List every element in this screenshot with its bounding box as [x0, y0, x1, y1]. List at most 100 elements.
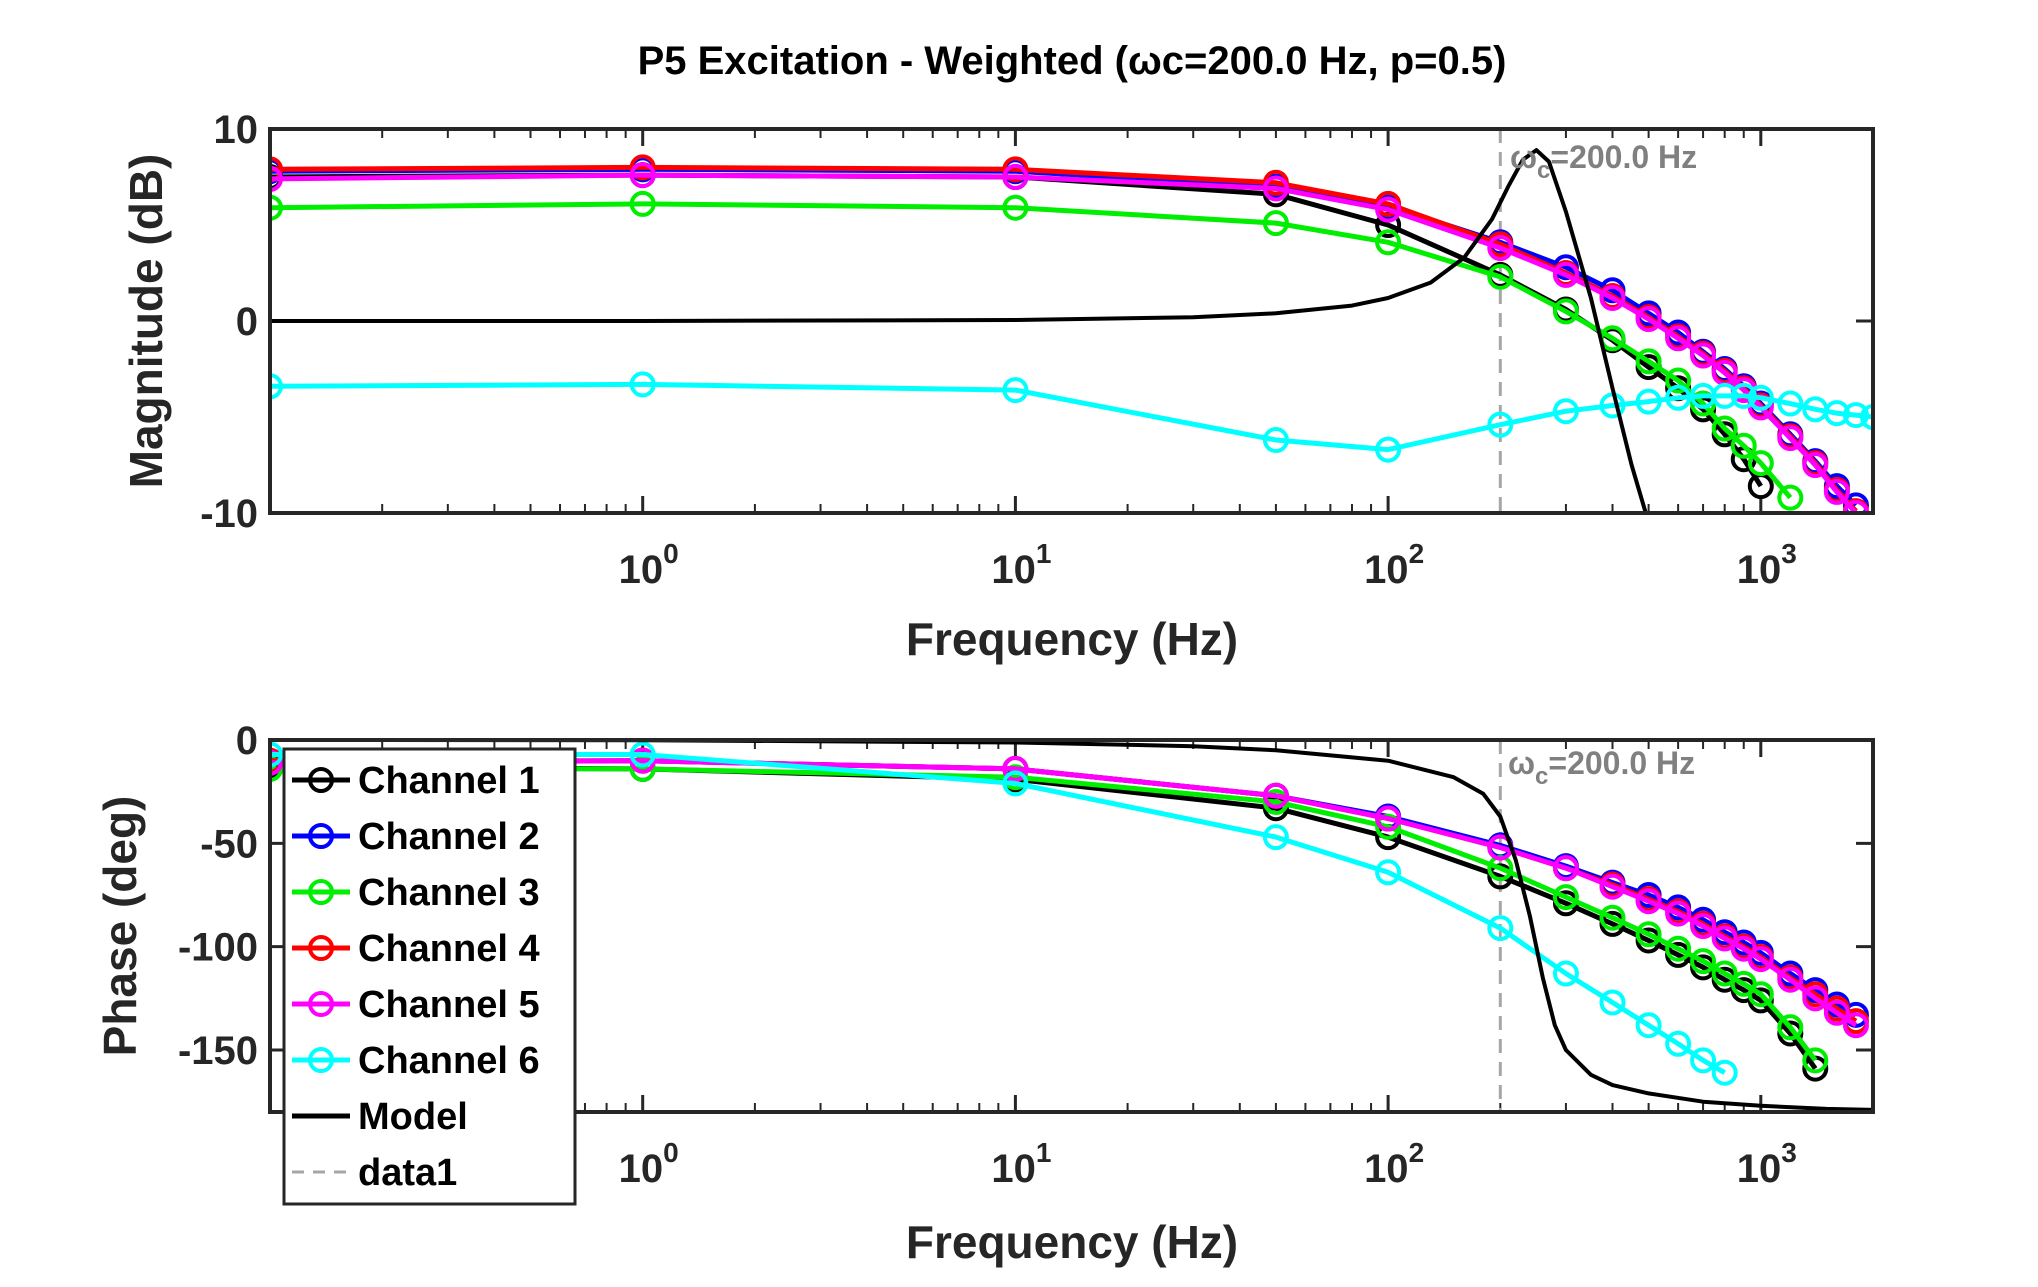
series-channel-6: [270, 371, 1873, 463]
data-point-channel-3: [1487, 263, 1514, 290]
data-point-channel-4: [1002, 156, 1029, 183]
data-point-channel-3: [1375, 813, 1402, 840]
data-point-channel-5: [1262, 782, 1289, 809]
data-point-channel-6: [1002, 770, 1029, 797]
data-point-channel-6: [1711, 1059, 1738, 1086]
data-point-channel-5: [1777, 425, 1804, 452]
y-tick-label: -10: [200, 492, 258, 536]
series-channel-5: [270, 747, 1869, 1039]
magnitude-y-axis-label: Magnitude (dB): [120, 154, 172, 489]
data-point-channel-6: [1860, 404, 1873, 430]
data-point-channel-5: [1802, 452, 1829, 478]
data-point-channel-5: [629, 162, 656, 189]
phase-y-axis-label: Phase (deg): [94, 796, 146, 1057]
data-point-channel-3: [1747, 981, 1774, 1008]
legend-label: Channel 5: [358, 984, 540, 1026]
legend-label: Channel 6: [358, 1040, 540, 1082]
data-point-channel-6: [1711, 382, 1738, 409]
legend-entry-model: Model: [292, 1096, 468, 1138]
data-point-channel-5: [1552, 261, 1579, 288]
data-point-channel-5: [1842, 1012, 1869, 1039]
series-channel-5: [270, 162, 1869, 513]
data-point-channel-3: [629, 755, 656, 782]
data-point-channel-5: [1665, 325, 1692, 352]
data-point-channel-3: [1711, 415, 1738, 442]
data-point-channel-5: [270, 749, 283, 776]
data-point-channel-6: [1487, 411, 1514, 438]
legend-entry-channel-1: Channel 1: [292, 760, 540, 802]
y-tick-label: -50: [200, 822, 258, 866]
data-point-channel-5: [1823, 999, 1850, 1026]
data-point-channel-5: [1002, 755, 1029, 782]
series-line-channel-5: [270, 172, 1858, 513]
legend-label: Channel 3: [358, 872, 540, 914]
x-tick-label: 103: [1737, 1137, 1797, 1191]
legend-label: data1: [358, 1152, 457, 1194]
data-point-channel-3: [1777, 1014, 1804, 1041]
legend-label: Channel 4: [358, 928, 540, 970]
data-point-channel-6: [1823, 400, 1850, 427]
data-point-channel-6: [1842, 402, 1869, 429]
legend-label: Channel 1: [358, 760, 540, 802]
data-point-channel-5: [1635, 306, 1662, 333]
legend-marker: [308, 823, 334, 849]
data-point-channel-5: [1690, 342, 1717, 369]
data-point-channel-5: [1599, 284, 1626, 311]
data-point-channel-5: [270, 165, 283, 192]
legend-marker: [308, 935, 334, 961]
data-point-channel-3: [1730, 432, 1757, 459]
data-point-channel-3: [1711, 960, 1738, 987]
data-point-channel-3: [1777, 484, 1804, 511]
magnitude-panel: 100 101 102 103 -10 0 10 Frequency (Hz) Magnit…: [120, 108, 1875, 665]
data-point-channel-3: [1747, 450, 1774, 477]
data-point-channel-3: [1635, 921, 1662, 948]
data-point-channel-5: [1375, 196, 1402, 223]
series-channel-3: [270, 190, 1804, 511]
legend-marker: [308, 767, 334, 793]
data-point-channel-5: [1262, 175, 1289, 202]
x-tick-label: 103: [1737, 538, 1797, 592]
data-point-channel-5: [1690, 913, 1717, 939]
legend-marker: [308, 991, 334, 1017]
x-tick-label: 102: [1364, 1137, 1424, 1191]
phase-axes-box: [268, 738, 1875, 1114]
data-point-channel-4: [629, 154, 656, 181]
series-channel-6: [270, 741, 1738, 1086]
data-point-channel-5: [1842, 500, 1869, 513]
series-line-channel-6: [270, 752, 1726, 1075]
legend: Channel 1 Channel 2 Channel 3 Channel 4 Chan…: [282, 747, 577, 1206]
y-tick-label: -150: [178, 1029, 258, 1073]
data-point-channel-6: [1375, 859, 1402, 886]
data-point-channel-6: [629, 741, 656, 768]
data-point-channel-3: [629, 190, 656, 217]
data-point-channel-6: [1665, 1030, 1692, 1057]
data-point-channel-3: [1665, 367, 1692, 394]
data-point-channel-3: [1375, 229, 1402, 256]
x-tick-label: 102: [1364, 538, 1424, 592]
data-point-channel-3: [1262, 210, 1289, 237]
data-point-channel-3: [1552, 298, 1579, 325]
model-curve: [270, 740, 1873, 1112]
data-point-channel-6: [1552, 398, 1579, 425]
series-line-channel-5: [270, 758, 1858, 1028]
data-point-channel-3: [1690, 948, 1717, 975]
magnitude-x-axis-label: Frequency (Hz): [906, 613, 1238, 665]
data-point-channel-5: [1747, 946, 1774, 973]
data-point-channel-6: [1690, 1047, 1717, 1074]
data-point-channel-5: [1487, 235, 1514, 262]
legend-entry-channel-5: Channel 5: [292, 984, 540, 1026]
data-point-channel-3: [1665, 935, 1692, 962]
x-tick-label: 101: [991, 538, 1051, 592]
magnitude-cutoff-annotation: ωc=200.0 Hz: [1510, 139, 1697, 184]
data-point-channel-6: [1635, 1012, 1662, 1039]
y-tick-label: 10: [214, 108, 259, 152]
model-curve: [270, 148, 1648, 513]
data-point-channel-5: [1665, 900, 1692, 927]
data-point-channel-3: [1599, 904, 1626, 931]
legend-marker: [308, 879, 334, 905]
data-point-channel-6: [1747, 384, 1774, 411]
data-point-channel-5: [1802, 985, 1829, 1012]
data-point-channel-5: [1375, 805, 1402, 832]
data-point-channel-6: [1777, 390, 1804, 417]
